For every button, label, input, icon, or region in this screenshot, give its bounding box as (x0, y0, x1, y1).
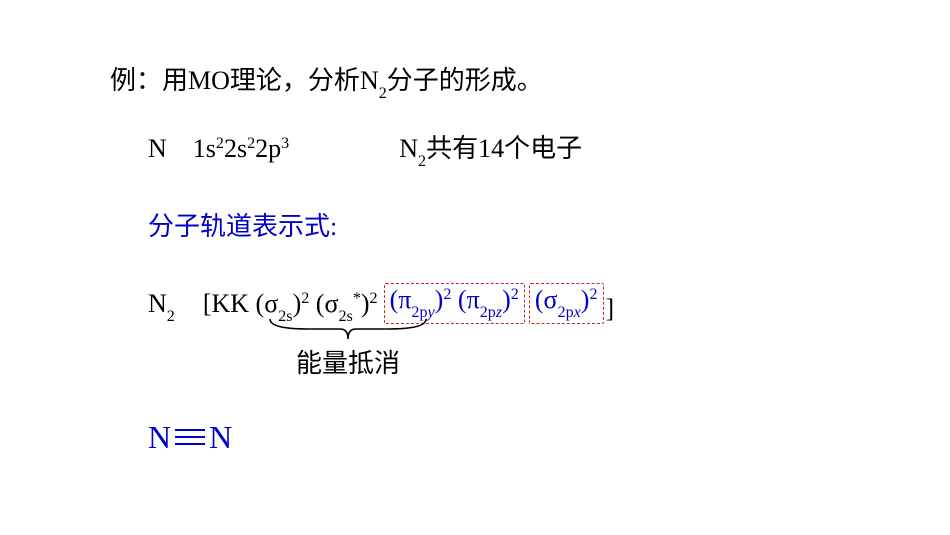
text: 分子的形成。 (387, 66, 543, 95)
subscript: 2p (480, 304, 496, 321)
text: 2s (224, 134, 247, 163)
text: (σ (309, 289, 338, 318)
underbrace: 能量抵消 (268, 317, 428, 380)
sigma-2px-box: (σ2px)2 (529, 283, 604, 323)
text: [KK (σ (203, 289, 278, 318)
text: 理论，分析 (230, 66, 360, 95)
text: (π (390, 285, 412, 314)
text: N (148, 289, 167, 318)
text: N (360, 66, 379, 95)
text: 2p (255, 134, 281, 163)
atom-left: N (148, 419, 171, 456)
brace-label: 能量抵消 (268, 343, 428, 380)
text: ) (361, 289, 370, 318)
subscript: 2 (418, 153, 426, 170)
superscript: 2 (247, 135, 255, 152)
text: 共有14个电子 (426, 134, 582, 163)
subtitle: 分子轨道表示式: (148, 206, 870, 243)
superscript: 2 (216, 135, 224, 152)
text: 1s (193, 134, 216, 163)
text: 例：用 (110, 66, 188, 95)
triple-bond: N N (148, 419, 870, 456)
subscript: 2 (167, 308, 175, 325)
superscript: 2 (511, 286, 519, 303)
title-line: 例：用MO理论，分析N2分子的形成。 (110, 60, 870, 100)
subscript: 2p (558, 304, 574, 321)
text: N (399, 134, 418, 163)
electron-config-line: N 1s22s22p3N2共有14个电子 (148, 128, 870, 168)
subscript-italic: y (428, 304, 435, 321)
text: MO (188, 66, 230, 95)
atom-right: N (209, 419, 232, 456)
superscript: 2 (301, 290, 309, 307)
text: N (148, 134, 167, 163)
subscript-italic: x (574, 304, 581, 321)
close-bracket: ] (606, 294, 615, 324)
mo-config-wrap: N2 [KK (σ2s)2 (σ2s*)2 (π2py)2 (π2pz)2 (σ… (148, 283, 870, 323)
text: (σ (535, 285, 558, 314)
subscript-italic: z (496, 304, 502, 321)
superscript: 2 (443, 286, 451, 303)
superscript-star: * (353, 290, 361, 307)
subscript: 2 (379, 85, 387, 102)
text: ) (293, 289, 302, 318)
triple-bond-icon (175, 426, 205, 448)
superscript: 2 (370, 290, 378, 307)
brace-icon (268, 317, 428, 341)
text: (π (451, 285, 479, 314)
superscript: 3 (281, 135, 289, 152)
superscript: 2 (589, 286, 597, 303)
n2-label: N2 (148, 289, 175, 323)
text: ) (502, 285, 511, 314)
mo-config-line: N2 [KK (σ2s)2 (σ2s*)2 (π2py)2 (π2pz)2 (σ… (148, 283, 870, 323)
